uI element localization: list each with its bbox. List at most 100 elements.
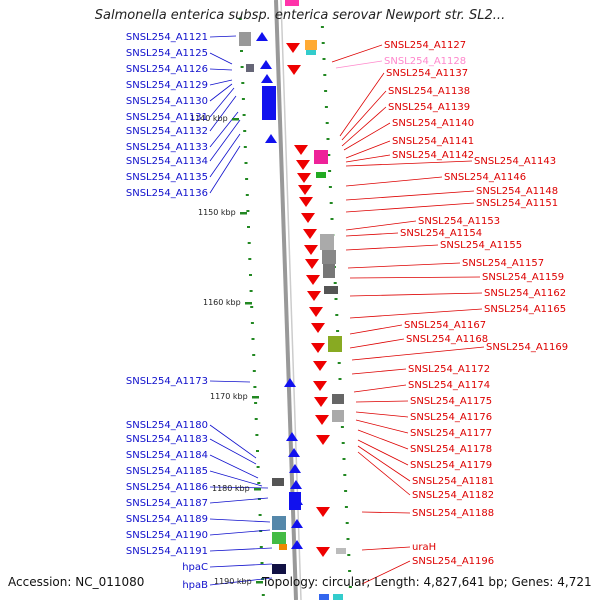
- left-tick: [255, 434, 259, 436]
- left-leader-line: [209, 454, 259, 479]
- tick-marks: [238, 18, 352, 596]
- left-gene-label[interactable]: SNSL254_A1180: [126, 420, 208, 431]
- left-tick: [254, 402, 258, 404]
- right-gene-label[interactable]: SNSL254_A1169: [486, 342, 568, 353]
- right-gene-arrow: [306, 275, 320, 285]
- right-gene-label[interactable]: SNSL254_A1176: [410, 412, 492, 423]
- right-gene-label[interactable]: SNSL254_A1138: [388, 86, 470, 97]
- left-gene-label[interactable]: hpaB: [182, 580, 208, 591]
- right-gene-label[interactable]: SNSL254_A1188: [412, 508, 494, 519]
- left-gene-label[interactable]: SNSL254_A1190: [126, 530, 208, 541]
- right-gene-label[interactable]: SNSL254_A1139: [388, 102, 470, 113]
- right-gene-label[interactable]: SNSL254_A1148: [476, 186, 558, 197]
- left-leader-line: [209, 68, 233, 71]
- right-gene-label[interactable]: SNSL254_A1146: [444, 172, 526, 183]
- right-leader-line: [341, 106, 387, 147]
- right-tick: [337, 362, 341, 364]
- right-gene-label[interactable]: SNSL254_A1182: [412, 490, 494, 501]
- right-leader-line: [345, 202, 475, 213]
- right-leader-line: [345, 140, 391, 159]
- left-gene-label[interactable]: SNSL254_A1189: [126, 514, 208, 525]
- left-gene-label[interactable]: hpaC: [182, 562, 208, 573]
- right-gene-label[interactable]: SNSL254_A1154: [400, 228, 482, 239]
- right-gene-box: [336, 548, 346, 554]
- left-gene-label[interactable]: SNSL254_A1187: [126, 498, 208, 509]
- left-gene-box: [246, 64, 254, 72]
- left-gene-label[interactable]: SNSL254_A1126: [126, 64, 208, 75]
- right-gene-arrow: [297, 173, 311, 183]
- right-gene-label[interactable]: SNSL254_A1179: [410, 460, 492, 471]
- right-gene-label[interactable]: SNSL254_A1174: [408, 380, 490, 391]
- right-tick: [348, 586, 352, 588]
- left-tick: [249, 290, 253, 292]
- left-gene-arrow: [284, 378, 296, 387]
- left-gene-label[interactable]: SNSL254_A1133: [126, 142, 208, 153]
- right-gene-arrow: [316, 435, 330, 445]
- left-gene-label[interactable]: SNSL254_A1184: [126, 450, 208, 461]
- left-gene-label[interactable]: SNSL254_A1131: [126, 112, 208, 123]
- right-gene-box: [314, 150, 328, 164]
- left-leader-line: [209, 83, 233, 102]
- left-gene-label[interactable]: SNSL254_A1134: [126, 156, 208, 167]
- right-gene-label[interactable]: SNSL254_A1153: [418, 216, 500, 227]
- right-tick: [340, 426, 344, 428]
- left-gene-label[interactable]: SNSL254_A1125: [126, 48, 208, 59]
- left-tick: [257, 482, 261, 484]
- right-gene-label[interactable]: SNSL254_A1157: [462, 258, 544, 269]
- right-leader-line: [349, 324, 403, 335]
- right-gene-label[interactable]: SNSL254_A1168: [406, 334, 488, 345]
- right-gene-label[interactable]: uraH: [412, 542, 436, 553]
- right-gene-box: [320, 234, 334, 250]
- left-gene-labels[interactable]: SNSL254_A1121 SNSL254_A1125 SNSL254_A1126 S…: [126, 32, 208, 591]
- right-tick: [338, 378, 342, 380]
- right-gene-label[interactable]: SNSL254_A1175: [410, 396, 492, 407]
- left-gene-label[interactable]: SNSL254_A1130: [126, 96, 208, 107]
- left-tick: [253, 386, 257, 388]
- left-gene-label[interactable]: SNSL254_A1183: [126, 434, 208, 445]
- left-gene-arrow: [256, 32, 268, 41]
- left-tick: [240, 50, 243, 52]
- right-gene-arrow: [309, 307, 323, 317]
- right-gene-box: [332, 410, 344, 422]
- right-tick: [324, 106, 328, 108]
- left-gene-label[interactable]: SNSL254_A1129: [126, 80, 208, 91]
- left-gene-label[interactable]: SNSL254_A1185: [126, 466, 208, 477]
- left-gene-label[interactable]: SNSL254_A1135: [126, 172, 208, 183]
- left-tick: [246, 210, 250, 212]
- right-gene-label[interactable]: SNSL254_A1143: [474, 156, 556, 167]
- right-gene-label[interactable]: SNSL254_A1128: [384, 56, 466, 67]
- right-gene-label[interactable]: SNSL254_A1178: [410, 444, 492, 455]
- right-gene-label[interactable]: SNSL254_A1137: [386, 68, 468, 79]
- right-gene-box: [328, 336, 342, 352]
- right-gene-label[interactable]: SNSL254_A1162: [484, 288, 566, 299]
- right-gene-label[interactable]: SNSL254_A1196: [412, 556, 494, 567]
- right-gene-label[interactable]: SNSL254_A1127: [384, 40, 466, 51]
- left-gene-label[interactable]: SNSL254_A1173: [126, 376, 208, 387]
- right-gene-label[interactable]: SNSL254_A1140: [392, 118, 474, 129]
- left-gene-label[interactable]: SNSL254_A1121: [126, 32, 208, 43]
- left-gene-label[interactable]: SNSL254_A1136: [126, 188, 208, 199]
- left-gene-label[interactable]: SNSL254_A1191: [126, 546, 208, 557]
- right-gene-label[interactable]: SNSL254_A1165: [484, 304, 566, 315]
- right-gene-arrow: [296, 160, 310, 170]
- right-gene-label[interactable]: SNSL254_A1159: [482, 272, 564, 283]
- right-gene-label[interactable]: SNSL254_A1142: [392, 150, 474, 161]
- right-gene-label[interactable]: SNSL254_A1155: [440, 240, 522, 251]
- left-tick: [242, 114, 246, 116]
- right-gene-arrow: [313, 381, 327, 391]
- right-gene-label[interactable]: SNSL254_A1167: [404, 320, 486, 331]
- right-gene-label[interactable]: SNSL254_A1181: [412, 476, 494, 487]
- right-tick: [344, 490, 348, 492]
- kbp-label: 1140 kbp: [190, 114, 228, 123]
- right-gene-label[interactable]: SNSL254_A1151: [476, 198, 558, 209]
- left-gene-label[interactable]: SNSL254_A1186: [126, 482, 208, 493]
- left-leader-line: [209, 497, 269, 504]
- left-leader-line: [209, 133, 241, 178]
- left-leader-line: [209, 35, 237, 38]
- left-gene-label[interactable]: SNSL254_A1132: [126, 126, 208, 137]
- kbp-tick: [232, 118, 239, 121]
- right-gene-label[interactable]: SNSL254_A1141: [392, 136, 474, 147]
- right-gene-label[interactable]: SNSL254_A1172: [408, 364, 490, 375]
- right-gene-label[interactable]: SNSL254_A1177: [410, 428, 492, 439]
